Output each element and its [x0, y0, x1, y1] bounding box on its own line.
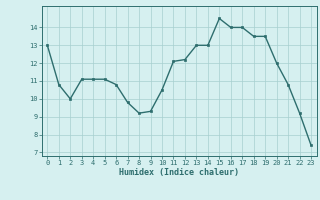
X-axis label: Humidex (Indice chaleur): Humidex (Indice chaleur): [119, 168, 239, 177]
